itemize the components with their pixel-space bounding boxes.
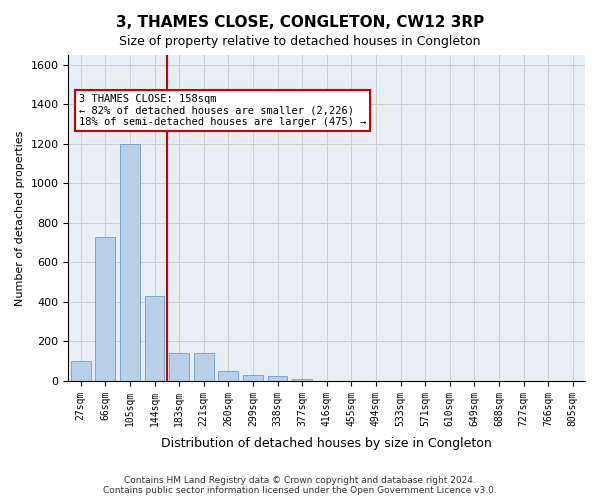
X-axis label: Distribution of detached houses by size in Congleton: Distribution of detached houses by size …: [161, 437, 492, 450]
Text: Contains HM Land Registry data © Crown copyright and database right 2024.
Contai: Contains HM Land Registry data © Crown c…: [103, 476, 497, 495]
Text: 3, THAMES CLOSE, CONGLETON, CW12 3RP: 3, THAMES CLOSE, CONGLETON, CW12 3RP: [116, 15, 484, 30]
Bar: [218, 371, 238, 381]
Bar: [95, 236, 115, 381]
Bar: [194, 354, 214, 381]
Bar: [71, 361, 91, 381]
Text: Size of property relative to detached houses in Congleton: Size of property relative to detached ho…: [119, 35, 481, 48]
Bar: [145, 296, 164, 381]
Bar: [243, 375, 263, 381]
Text: 3 THAMES CLOSE: 158sqm
← 82% of detached houses are smaller (2,226)
18% of semi-: 3 THAMES CLOSE: 158sqm ← 82% of detached…: [79, 94, 366, 128]
Bar: [120, 144, 140, 381]
Bar: [292, 379, 312, 381]
Bar: [268, 376, 287, 381]
Bar: [169, 354, 189, 381]
Y-axis label: Number of detached properties: Number of detached properties: [15, 130, 25, 306]
